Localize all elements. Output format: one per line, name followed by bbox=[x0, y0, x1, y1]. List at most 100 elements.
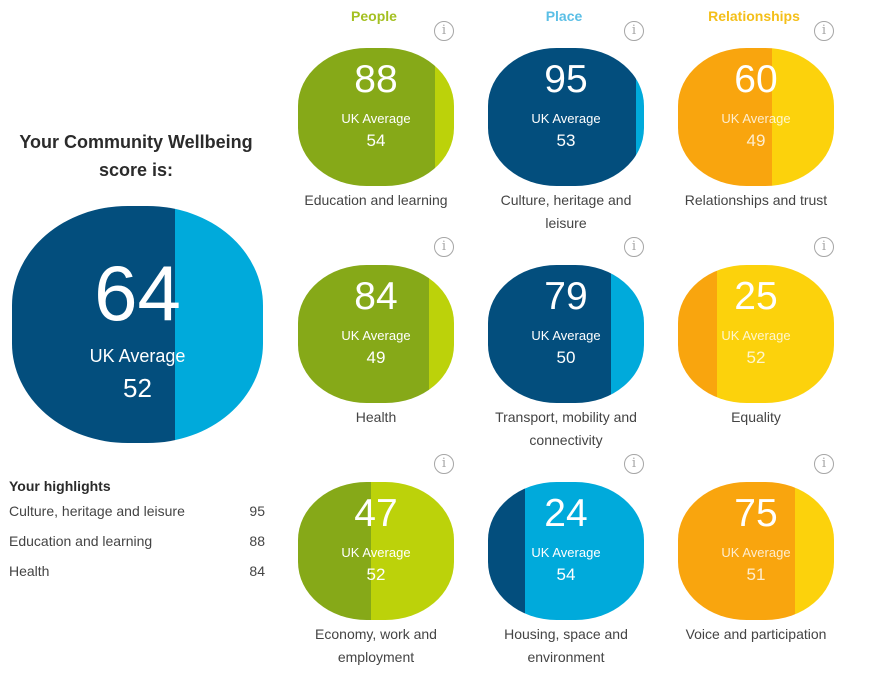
uk-average-value: 49 bbox=[746, 131, 766, 150]
domain-tile-housing-space-environment[interactable]: 24 UK Average 54 Housing, space and envi… bbox=[486, 482, 646, 669]
uk-average-label: UK Average bbox=[531, 545, 601, 560]
info-icon[interactable]: i bbox=[814, 21, 834, 41]
domain-tile-education-and-learning[interactable]: 88 UK Average 54 Education and learning bbox=[296, 48, 456, 212]
score-remainder bbox=[525, 482, 644, 620]
domain-tile-shape: 60 UK Average 49 bbox=[678, 48, 834, 186]
domain-tile-transport-mobility-connectivity[interactable]: 79 UK Average 50 Transport, mobility and… bbox=[486, 265, 646, 452]
domain-tile-economy-work-employment[interactable]: 47 UK Average 52 Economy, work and emplo… bbox=[296, 482, 456, 669]
score-remainder bbox=[435, 48, 454, 186]
highlight-label: Health bbox=[9, 563, 50, 579]
domain-score: 75 bbox=[734, 492, 778, 535]
domain-tile-shape: 24 UK Average 54 bbox=[488, 482, 644, 620]
domain-score: 25 bbox=[734, 275, 778, 318]
score-remainder bbox=[717, 265, 834, 403]
score-remainder bbox=[429, 265, 454, 403]
uk-average-label: UK Average bbox=[721, 545, 791, 560]
domain-tile-culture-heritage-leisure[interactable]: 95 UK Average 53 Culture, heritage and l… bbox=[486, 48, 646, 235]
caption-line: leisure bbox=[545, 215, 587, 231]
highlight-value: 95 bbox=[249, 503, 265, 519]
info-icon[interactable]: i bbox=[434, 237, 454, 257]
column-header-relationships: Relationships bbox=[708, 8, 800, 24]
info-icon[interactable]: i bbox=[434, 21, 454, 41]
caption-line: environment bbox=[527, 649, 605, 665]
score-fill bbox=[488, 482, 526, 620]
domain-tile-voice-and-participation[interactable]: 75 UK Average 51 Voice and participation bbox=[676, 482, 836, 646]
domain-caption: Culture, heritage and leisure bbox=[486, 189, 646, 235]
highlight-value: 88 bbox=[249, 533, 265, 549]
info-icon[interactable]: i bbox=[434, 454, 454, 474]
highlights-title: Your highlights bbox=[9, 478, 111, 494]
score-remainder bbox=[371, 482, 454, 620]
domain-tile-shape: 47 UK Average 52 bbox=[298, 482, 454, 620]
caption-line: Transport, mobility and bbox=[495, 409, 637, 425]
info-icon[interactable]: i bbox=[814, 454, 834, 474]
uk-average-value: 53 bbox=[556, 131, 576, 150]
info-icon[interactable]: i bbox=[624, 237, 644, 257]
uk-average-value: 51 bbox=[746, 565, 766, 584]
highlight-item: Health 84 bbox=[9, 563, 265, 593]
score-fill bbox=[298, 265, 430, 403]
uk-average-value: 54 bbox=[366, 131, 386, 150]
domain-score: 60 bbox=[734, 58, 778, 101]
caption-line: Health bbox=[355, 409, 397, 425]
caption-line: Economy, work and bbox=[315, 626, 437, 642]
score-remainder bbox=[636, 48, 644, 186]
column-header-place: Place bbox=[545, 8, 583, 24]
domain-caption: Relationships and trust bbox=[676, 189, 836, 212]
highlight-label: Culture, heritage and leisure bbox=[9, 503, 185, 519]
caption-line: Equality bbox=[731, 409, 781, 425]
uk-average-label: UK Average bbox=[531, 328, 601, 343]
score-remainder bbox=[611, 265, 644, 403]
highlight-label: Education and learning bbox=[9, 533, 153, 549]
overall-score-heading: Your Community Wellbeing score is: bbox=[19, 132, 253, 180]
highlight-item: Culture, heritage and leisure 95 bbox=[9, 503, 265, 533]
score-remainder bbox=[771, 48, 834, 186]
caption-line: Housing, space and bbox=[504, 626, 628, 642]
domain-tile-shape: 84 UK Average 49 bbox=[298, 265, 454, 403]
score-fill bbox=[488, 265, 612, 403]
domain-score: 84 bbox=[354, 275, 398, 318]
domain-tile-shape: 25 UK Average 52 bbox=[678, 265, 834, 403]
domain-caption: Equality bbox=[676, 406, 836, 429]
domain-score: 47 bbox=[354, 492, 398, 535]
uk-average-value: 49 bbox=[366, 348, 386, 367]
domain-score: 95 bbox=[544, 58, 588, 101]
domain-caption: Housing, space and environment bbox=[486, 623, 646, 669]
score-fill bbox=[678, 48, 772, 186]
uk-average-value: 50 bbox=[556, 348, 576, 367]
uk-average-label: UK Average bbox=[341, 545, 411, 560]
domain-caption: Economy, work and employment bbox=[296, 623, 456, 669]
highlight-value: 84 bbox=[249, 563, 265, 579]
highlight-item: Education and learning 88 bbox=[9, 533, 265, 563]
uk-average-value: 52 bbox=[746, 348, 766, 367]
uk-average-label: UK Average bbox=[341, 328, 411, 343]
uk-average-label: UK Average bbox=[721, 111, 791, 126]
score-fill bbox=[488, 48, 637, 186]
overall-score-remainder bbox=[175, 206, 263, 443]
score-remainder bbox=[795, 482, 834, 620]
info-icon[interactable]: i bbox=[624, 454, 644, 474]
score-fill bbox=[678, 482, 795, 620]
caption-line: employment bbox=[337, 649, 415, 665]
domain-tile-relationships-and-trust[interactable]: 60 UK Average 49 Relationships and trust bbox=[676, 48, 836, 212]
uk-average-label: UK Average bbox=[531, 111, 601, 126]
domain-caption: Voice and participation bbox=[676, 623, 836, 646]
caption-line: Relationships and trust bbox=[684, 192, 828, 208]
uk-average-value: 54 bbox=[556, 565, 576, 584]
info-icon[interactable]: i bbox=[624, 21, 644, 41]
overall-uk-average-label: UK Average bbox=[89, 346, 186, 366]
domain-score: 79 bbox=[544, 275, 588, 318]
caption-line: connectivity bbox=[529, 432, 603, 448]
score-fill bbox=[678, 265, 717, 403]
highlights-list: Culture, heritage and leisure 95 Educati… bbox=[9, 503, 265, 593]
overall-score-fill bbox=[12, 206, 176, 443]
info-icon[interactable]: i bbox=[814, 237, 834, 257]
domain-caption: Health bbox=[296, 406, 456, 429]
domain-caption: Transport, mobility and connectivity bbox=[486, 406, 646, 452]
domain-tile-equality[interactable]: 25 UK Average 52 Equality bbox=[676, 265, 836, 429]
domain-score: 88 bbox=[354, 58, 398, 101]
overall-uk-average-value: 52 bbox=[123, 373, 152, 403]
domain-tile-health[interactable]: 84 UK Average 49 Health bbox=[296, 265, 456, 429]
uk-average-label: UK Average bbox=[341, 111, 411, 126]
overall-score-tile: 64 UK Average 52 bbox=[12, 206, 263, 443]
